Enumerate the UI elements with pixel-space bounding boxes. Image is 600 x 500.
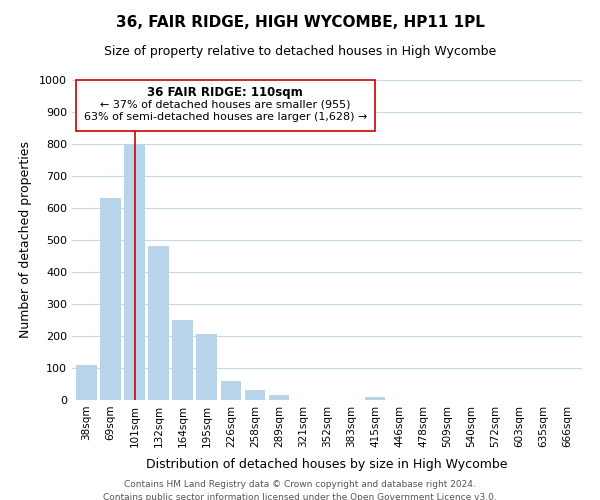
X-axis label: Distribution of detached houses by size in High Wycombe: Distribution of detached houses by size …: [146, 458, 508, 471]
Text: Contains HM Land Registry data © Crown copyright and database right 2024.: Contains HM Land Registry data © Crown c…: [124, 480, 476, 489]
Bar: [100, 198, 121, 400]
Bar: [221, 381, 241, 400]
Bar: [172, 320, 193, 400]
Text: 36, FAIR RIDGE, HIGH WYCOMBE, HP11 1PL: 36, FAIR RIDGE, HIGH WYCOMBE, HP11 1PL: [116, 15, 484, 30]
Text: 63% of semi-detached houses are larger (1,628) →: 63% of semi-detached houses are larger (…: [83, 112, 367, 122]
Text: ← 37% of detached houses are smaller (955): ← 37% of detached houses are smaller (95…: [100, 99, 350, 109]
Bar: [124, 144, 145, 400]
Bar: [245, 390, 265, 400]
Bar: [196, 334, 217, 400]
Y-axis label: Number of detached properties: Number of detached properties: [19, 142, 32, 338]
Bar: [76, 365, 97, 400]
Bar: [269, 395, 289, 400]
Text: Contains public sector information licensed under the Open Government Licence v3: Contains public sector information licen…: [103, 492, 497, 500]
Bar: [148, 246, 169, 400]
Bar: [76, 80, 375, 131]
Bar: [365, 397, 385, 400]
Text: 36 FAIR RIDGE: 110sqm: 36 FAIR RIDGE: 110sqm: [148, 86, 303, 99]
Text: Size of property relative to detached houses in High Wycombe: Size of property relative to detached ho…: [104, 45, 496, 58]
